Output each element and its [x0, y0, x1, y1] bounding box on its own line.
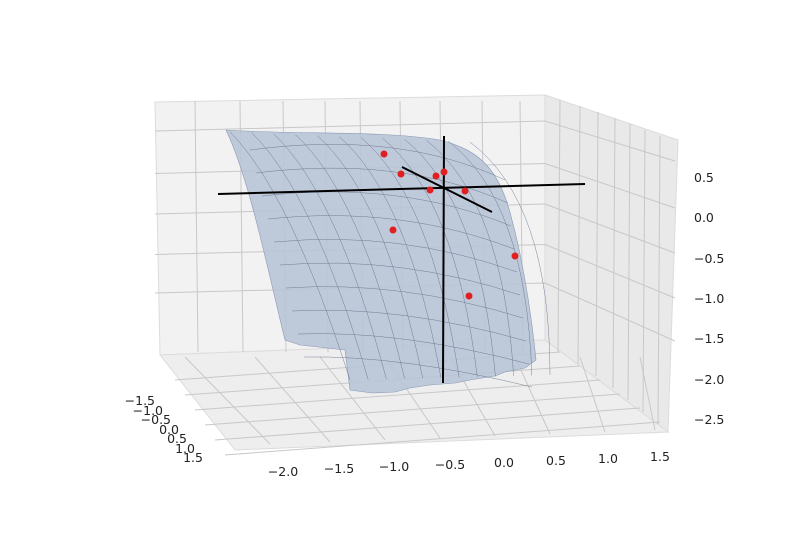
data-point — [397, 170, 405, 178]
x-tick-label: −1.5 — [125, 393, 155, 408]
grid-line — [612, 117, 616, 389]
grid-line — [154, 120, 546, 132]
surface-mesh-line — [303, 356, 533, 388]
grid-line — [595, 111, 599, 377]
grid-line — [544, 203, 676, 254]
y-tick-label: 1.0 — [598, 451, 618, 466]
surface-mesh-line — [273, 239, 518, 273]
y-tick-label: −1.0 — [379, 459, 409, 474]
surface-mesh-line — [360, 137, 460, 378]
surface-mesh-line — [338, 136, 442, 378]
z-center-line — [442, 135, 445, 384]
grid-line — [544, 244, 676, 299]
x-tick-label: 1.0 — [175, 441, 195, 456]
surface-mesh-line — [249, 144, 506, 181]
z-axis-ticks: 0.5 0.0 −0.5 −1.0 −1.5 −2.0 −2.5 — [694, 170, 724, 427]
surface-mesh-line — [295, 134, 405, 379]
surface-mesh-line — [448, 140, 533, 376]
z-tick-label: −2.5 — [694, 412, 724, 427]
grid-line — [657, 135, 661, 425]
y-axis-ticks: −2.0 −1.5 −1.0 −0.5 0.0 0.5 1.0 1.5 — [268, 449, 670, 479]
grid-line — [514, 356, 551, 435]
surface-mesh-line — [404, 139, 496, 377]
z-tick-label: −1.5 — [694, 331, 724, 346]
grid-line — [224, 421, 661, 456]
surface-mesh-line — [273, 133, 387, 380]
z-tick-label: 0.0 — [694, 210, 714, 225]
surface-mesh-line — [297, 333, 530, 365]
data-point — [461, 187, 469, 195]
y-center-line — [401, 166, 493, 213]
grid-line — [254, 356, 331, 443]
grid-line — [214, 407, 641, 441]
z-tick-label: −2.0 — [694, 372, 724, 387]
grid-line — [204, 393, 621, 426]
grid-line — [627, 123, 631, 401]
grid-line — [544, 120, 676, 162]
surface-mesh-line — [261, 191, 512, 227]
x-tick-label: −1.0 — [133, 403, 163, 418]
surface-mesh-line — [317, 135, 423, 379]
data-point — [465, 292, 473, 300]
y-tick-label: −2.0 — [268, 464, 298, 479]
grid-line — [557, 99, 561, 353]
data-point — [440, 168, 448, 176]
y-tick-label: −0.5 — [435, 457, 465, 472]
data-points — [380, 150, 519, 300]
center-axes — [217, 135, 586, 384]
data-point — [380, 150, 388, 158]
x-axis-ticks: −1.5−1.0−0.50.00.51.01.5 — [125, 393, 203, 465]
surface-mesh-line — [279, 262, 521, 296]
x-tick-label: −0.5 — [141, 412, 171, 427]
data-point — [426, 186, 434, 194]
grid-line — [544, 282, 676, 342]
data-point — [432, 172, 440, 180]
y-tick-label: 1.5 — [650, 449, 670, 464]
surface-mesh — [229, 131, 551, 388]
y-tick-label: 0.5 — [546, 453, 566, 468]
data-point — [511, 252, 519, 260]
grid-line — [194, 379, 601, 411]
data-point — [389, 226, 397, 234]
grid-line — [577, 105, 581, 365]
y-tick-label: 0.0 — [494, 455, 514, 470]
x-tick-label: 0.0 — [159, 422, 179, 437]
grid-line — [544, 163, 676, 209]
z-tick-label: −0.5 — [694, 251, 724, 266]
x-center-line — [217, 183, 586, 195]
x-tick-label: 1.5 — [183, 450, 203, 465]
surface-mesh-line — [291, 309, 527, 342]
surface-mesh-line — [267, 215, 515, 250]
surface-mesh-line — [469, 141, 551, 376]
grid-line — [639, 356, 656, 431]
x-tick-label: 0.5 — [167, 431, 187, 446]
surface-mesh-line — [285, 286, 524, 319]
grid-line — [579, 356, 606, 433]
y-tick-label: −1.5 — [324, 461, 354, 476]
z-tick-label: 0.5 — [694, 170, 714, 185]
z-tick-label: −1.0 — [694, 291, 724, 306]
grid-line — [194, 100, 199, 353]
grid-line — [642, 129, 646, 413]
surface-mesh-line — [229, 131, 351, 381]
surface-mesh-line — [251, 132, 369, 380]
grid-line — [184, 356, 271, 445]
surface-mesh-line — [255, 167, 509, 204]
